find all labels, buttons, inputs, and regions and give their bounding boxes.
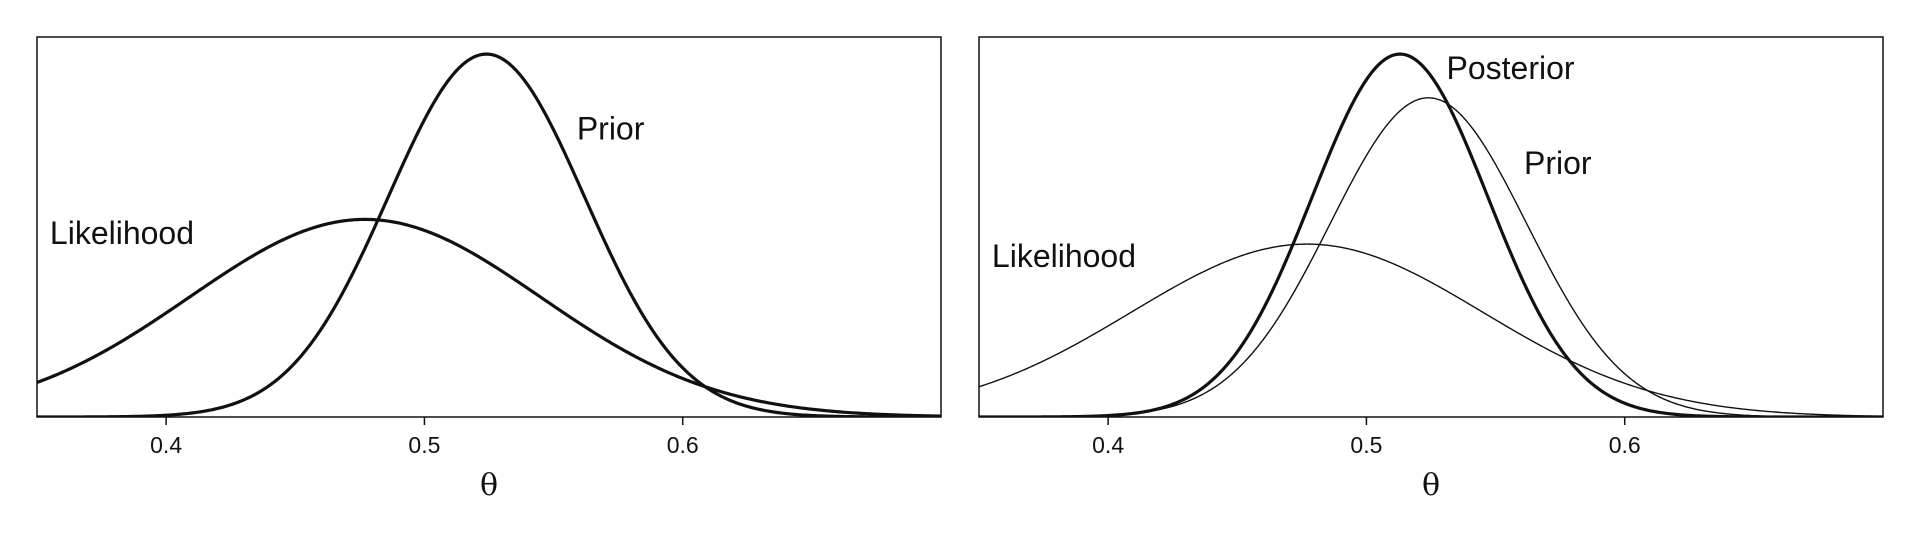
- likelihood-label: Likelihood: [50, 215, 194, 251]
- posterior-label: Posterior: [1446, 50, 1574, 86]
- prior-curve: [979, 97, 1883, 417]
- x-tick-label: 0.4: [1092, 432, 1124, 458]
- x-axis-label: θ: [480, 468, 498, 503]
- x-tick-label: 0.5: [1350, 432, 1382, 458]
- prior-label: Prior: [577, 111, 645, 147]
- x-tick-label: 0.6: [667, 432, 699, 458]
- x-axis-label: θ: [1422, 468, 1440, 503]
- x-tick-label: 0.4: [150, 432, 182, 458]
- posterior-curve: [979, 52, 1883, 417]
- likelihood-curve: [37, 217, 941, 417]
- likelihood-curve: [979, 243, 1883, 417]
- curves: [979, 52, 1883, 417]
- chart-panel-right: 0.4 0.5 0.6 θ Posterior Prior Likelihood: [978, 36, 1884, 503]
- plot-frame: [36, 36, 942, 418]
- x-tick-label: 0.5: [408, 432, 440, 458]
- prior-label: Prior: [1524, 145, 1592, 181]
- likelihood-label: Likelihood: [992, 238, 1136, 274]
- chart-panel-left: 0.4 0.5 0.6 θ Prior Likelihood: [36, 36, 942, 503]
- plot-frame: [978, 36, 1884, 418]
- prior-curve: [37, 52, 941, 417]
- x-tick-label: 0.6: [1609, 432, 1641, 458]
- curves: [37, 52, 941, 417]
